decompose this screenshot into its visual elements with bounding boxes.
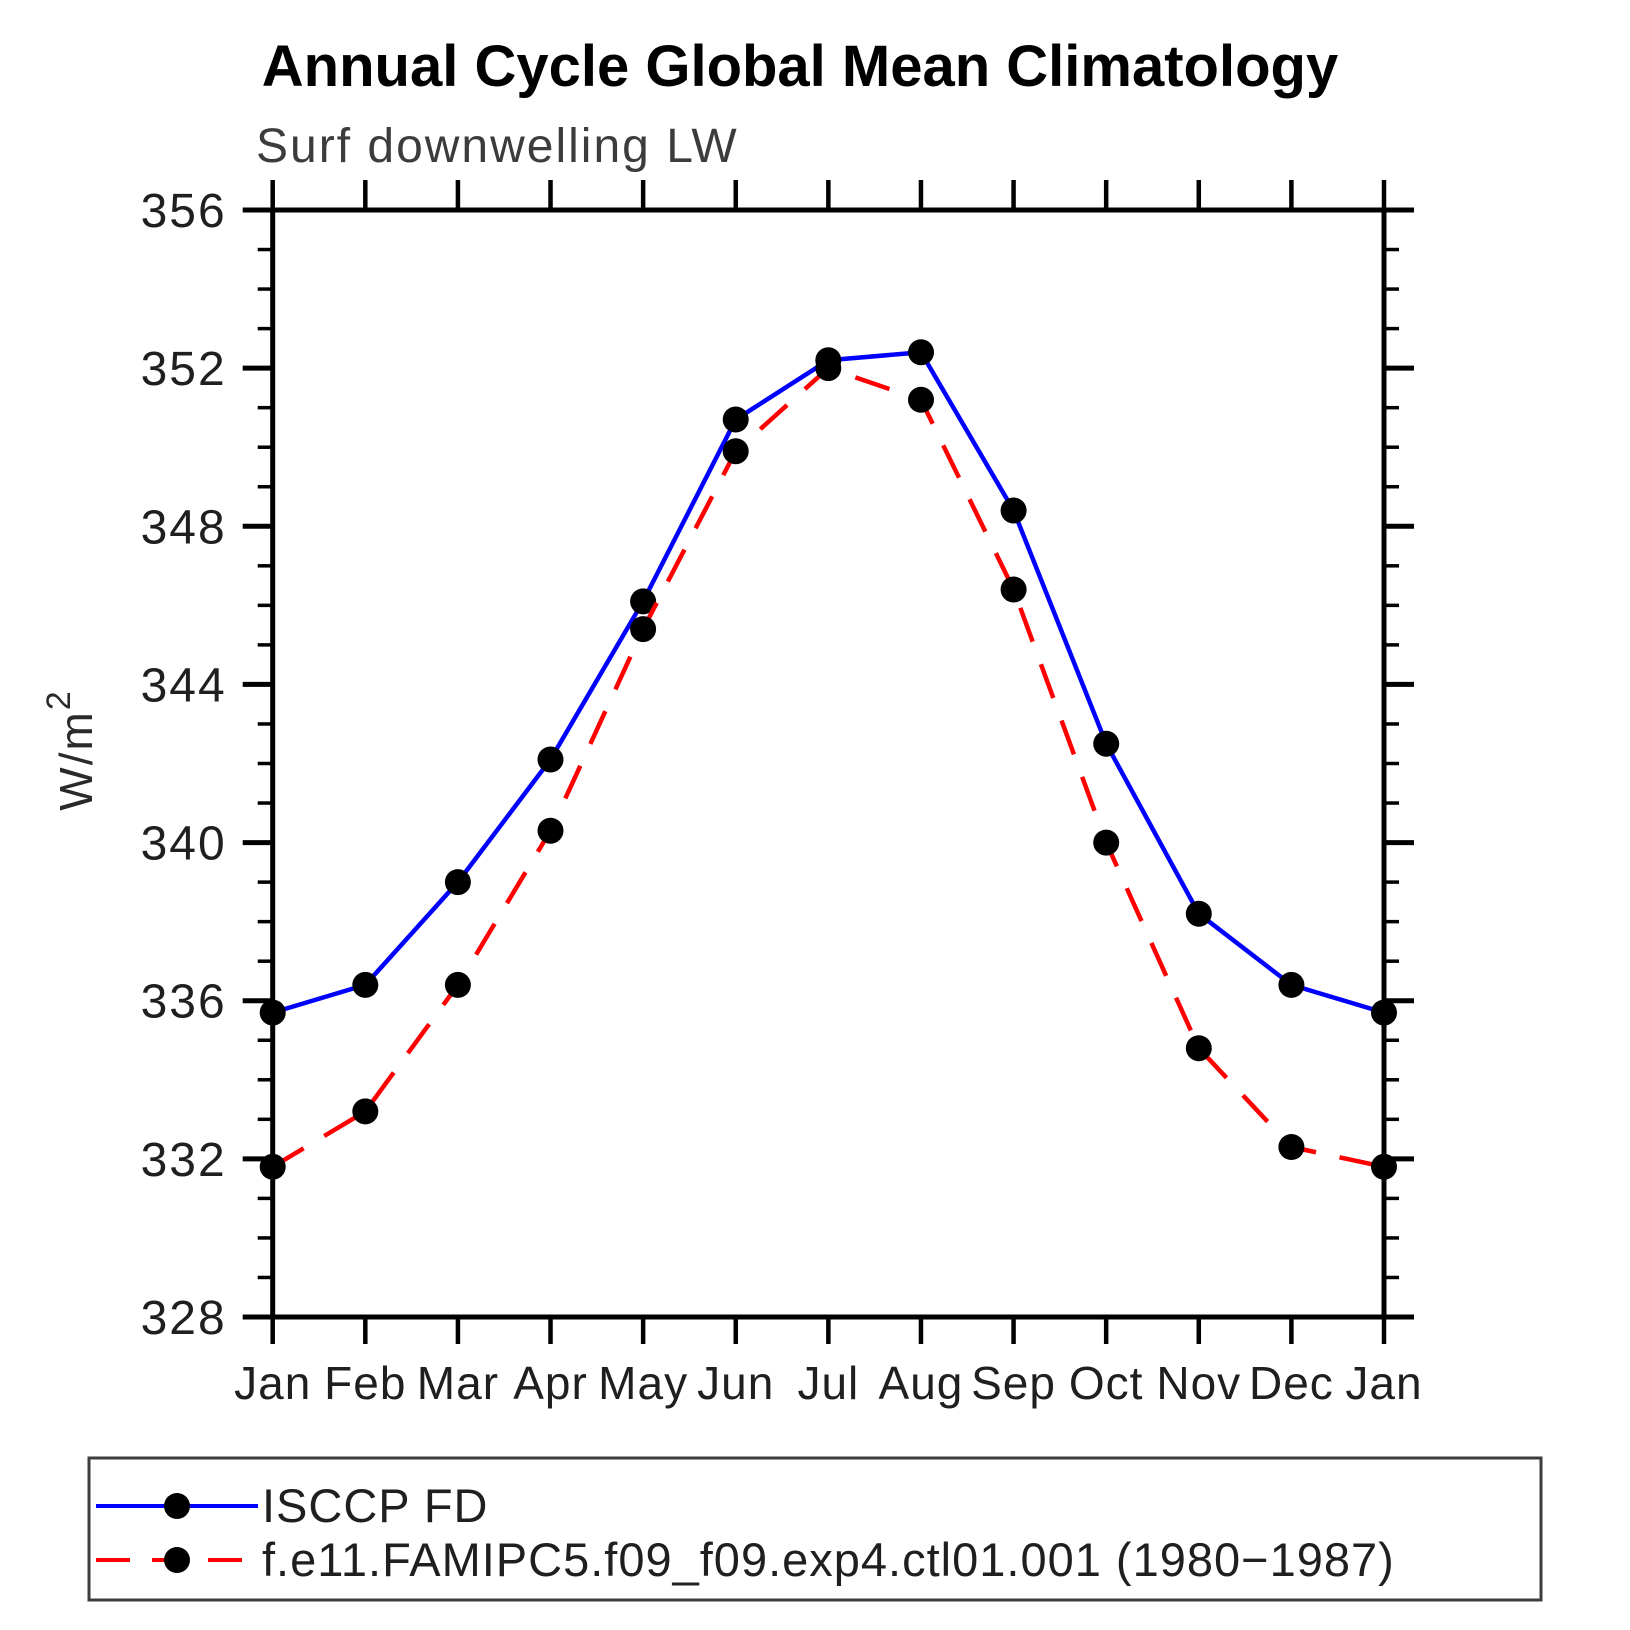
data-point-marker (630, 616, 657, 643)
y-tick-label: 344 (141, 659, 227, 712)
month-label: May (598, 1357, 688, 1409)
data-point-marker (444, 971, 471, 998)
data-point-marker (1185, 900, 1212, 927)
legend: ISCCP FD f.e11.FAMIPC5.f09_f09.exp4.ctl0… (87, 1456, 1543, 1602)
legend-entry-isccp: ISCCP FD (262, 1479, 489, 1532)
y-tick-label: 328 (141, 1292, 227, 1345)
data-point-marker (1371, 1153, 1397, 1180)
data-point-marker (352, 1098, 379, 1125)
month-label: Feb (324, 1357, 406, 1409)
month-label: Aug (879, 1357, 964, 1409)
data-point-marker (1093, 730, 1120, 757)
y-tick-label: 352 (141, 343, 227, 396)
legend-marker-icon (164, 1493, 190, 1519)
month-label: Apr (513, 1357, 588, 1409)
data-point-marker (908, 386, 934, 413)
data-point-marker (722, 406, 749, 433)
chart-subtitle: Surf downwelling LW (256, 120, 739, 173)
data-point-marker (1000, 497, 1027, 524)
data-point-marker (1278, 1134, 1305, 1160)
month-label: Jan (234, 1357, 311, 1409)
y-tick-label: 356 (141, 185, 227, 238)
month-label: Dec (1249, 1357, 1334, 1409)
data-point-marker (1093, 829, 1120, 856)
data-point-marker (352, 971, 379, 998)
data-point-marker (630, 588, 657, 615)
month-label: Mar (417, 1357, 499, 1409)
data-point-marker (444, 869, 471, 896)
series-line-dashed (271, 365, 1385, 1170)
data-point-marker (908, 339, 934, 366)
y-axis-label-exponent: 2 (40, 689, 78, 710)
data-point-marker (722, 438, 749, 465)
month-label: Jun (697, 1357, 774, 1409)
data-point-marker (537, 817, 564, 844)
month-label: Sep (971, 1357, 1056, 1409)
month-label: Jan (1345, 1357, 1422, 1409)
legend-marker-icon (164, 1547, 190, 1573)
y-tick-label: 332 (141, 1134, 227, 1187)
data-point-marker (815, 355, 842, 382)
series-line-solid (272, 350, 1385, 1015)
month-label: Oct (1069, 1357, 1144, 1409)
y-tick-label: 336 (141, 976, 227, 1029)
y-tick-label: 348 (141, 501, 227, 554)
data-point-marker (537, 746, 564, 773)
y-tick-label: 340 (141, 818, 227, 871)
data-point-marker (1000, 576, 1027, 603)
data-point-marker (1185, 1035, 1212, 1062)
legend-entry-model: f.e11.FAMIPC5.f09_f09.exp4.ctl01.001 (19… (262, 1533, 1395, 1586)
data-point-marker (259, 1153, 286, 1180)
legend-box (87, 1456, 1543, 1602)
month-label: Nov (1156, 1357, 1241, 1409)
y-axis-label: W/m2 (40, 689, 102, 810)
data-point-marker (1371, 999, 1397, 1026)
month-label: Jul (797, 1357, 859, 1409)
series-layer (259, 339, 1397, 1180)
data-point-marker (259, 999, 286, 1026)
data-point-marker (1278, 971, 1305, 998)
chart-title: Annual Cycle Global Mean Climatology (262, 34, 1338, 99)
